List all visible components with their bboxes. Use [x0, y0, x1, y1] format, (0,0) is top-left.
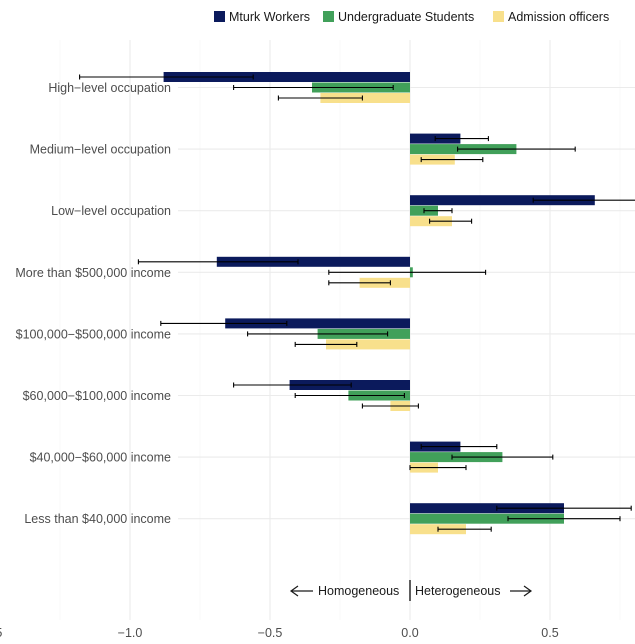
category-label: High−level occupation — [48, 81, 171, 95]
left-arrow-head — [289, 585, 299, 597]
right-arrow-head — [523, 585, 533, 597]
bar-mturk-workers — [216, 256, 410, 267]
x-tick-label: −1.5 — [0, 626, 2, 640]
category-label: $100,000−$500,000 income — [16, 327, 171, 341]
category-label: Medium−level occupation — [30, 143, 171, 157]
bar-admission-officers — [320, 93, 410, 103]
bar-admission-officers — [326, 339, 410, 350]
category-label: Less than $40,000 income — [24, 512, 171, 526]
bar-mturk-workers — [410, 503, 564, 514]
x-tick-label: −1.0 — [118, 626, 143, 640]
category-label: Low−level occupation — [51, 204, 171, 218]
legend-swatch — [323, 11, 334, 22]
legend-label: Admission officers — [508, 10, 609, 24]
x-tick-label: 0.0 — [401, 626, 418, 640]
x-tick-label: 0.5 — [541, 626, 558, 640]
legend-label: Mturk Workers — [229, 10, 310, 24]
legend-label: Undergraduate Students — [338, 10, 474, 24]
bar-undergraduate-students — [410, 513, 564, 524]
x-axis-tick-labels: −1.5−1.0−0.50.00.51.01.5 — [0, 626, 559, 640]
error-bars — [79, 74, 635, 532]
category-labels: High−level occupation Medium−level occupa… — [15, 81, 171, 526]
annotation-homogeneous: Homogeneous — [318, 584, 399, 598]
bars — [163, 72, 595, 535]
category-label: $60,000−$100,000 income — [23, 389, 171, 403]
legend-swatch — [493, 11, 504, 22]
bar-mturk-workers — [225, 318, 410, 329]
annotation-heterogeneous: Heterogeneous — [415, 584, 500, 598]
x-tick-label: −0.5 — [258, 626, 283, 640]
direction-annotation: Homogeneous Heterogeneous — [289, 580, 533, 601]
legend: Mturk Workers Undergraduate Students Admis… — [214, 10, 609, 24]
legend-swatch — [214, 11, 225, 22]
bar-mturk-workers — [410, 195, 595, 206]
bar-mturk-workers — [163, 72, 410, 82]
category-label: More than $500,000 income — [15, 266, 171, 280]
category-label: $40,000−$60,000 income — [30, 451, 171, 465]
